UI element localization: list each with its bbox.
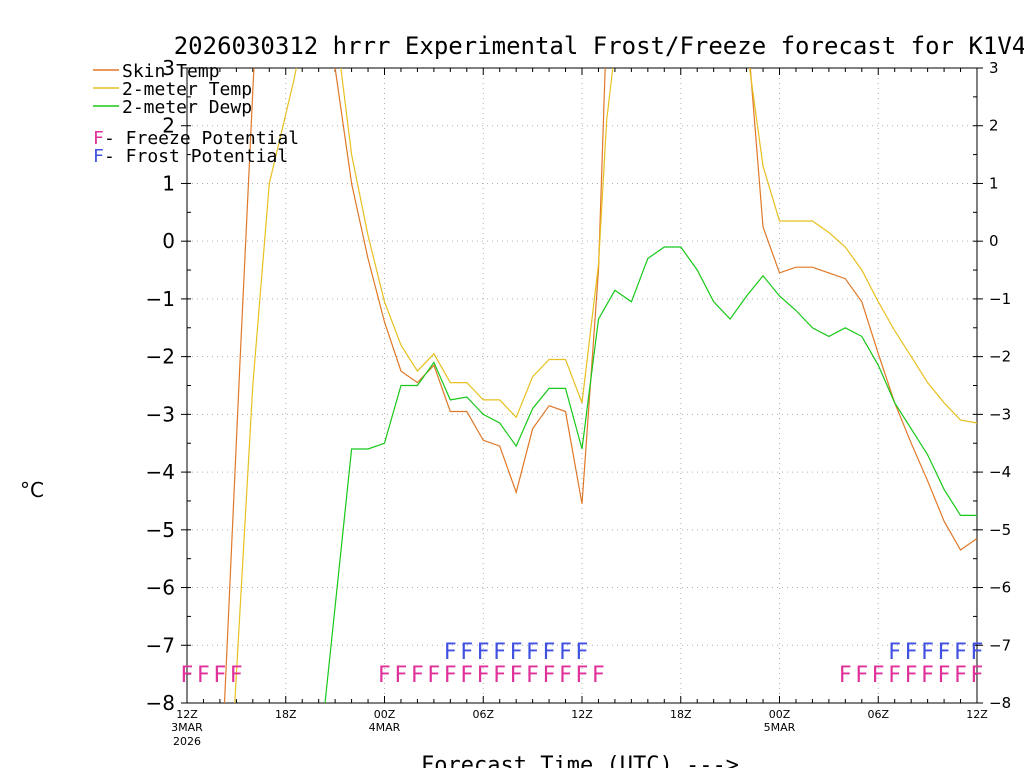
frost-marker: F — [493, 640, 506, 665]
x-tick-date: 5MAR — [764, 721, 796, 734]
x-tick-label: 00Z — [769, 708, 791, 721]
freeze-marker: F — [954, 663, 967, 688]
frost-marker: F — [921, 640, 934, 665]
y-tick-label-right: −1 — [989, 290, 1011, 308]
y-tick-label-right: −8 — [989, 694, 1011, 712]
freeze-marker: F — [493, 663, 506, 688]
freeze-marker: F — [592, 663, 605, 688]
freeze-marker: F — [526, 663, 539, 688]
y-tick-label-right: −5 — [989, 521, 1011, 539]
y-tick-label-left: −1 — [146, 287, 175, 311]
y-tick-label-left: −5 — [146, 518, 175, 542]
x-tick-label: 12Z — [571, 708, 593, 721]
freeze-marker: F — [411, 663, 424, 688]
y-tick-label-left: 1 — [162, 171, 175, 195]
freeze-marker: F — [921, 663, 934, 688]
freeze-marker: F — [460, 663, 473, 688]
freeze-marker: F — [444, 663, 457, 688]
frost-marker: F — [526, 640, 539, 665]
x-tick-label: 18Z — [275, 708, 297, 721]
legend-marker-label: - Freeze Potential — [104, 128, 299, 149]
y-tick-label-right: 3 — [989, 59, 999, 77]
freeze-marker: F — [197, 663, 210, 688]
x-tick-date: 3MAR — [171, 721, 203, 734]
freeze-marker: F — [181, 663, 194, 688]
legend-marker-symbol: F — [93, 146, 104, 167]
x-tick-year: 2026 — [173, 735, 201, 748]
frost-marker: F — [971, 640, 984, 665]
freeze-marker: F — [855, 663, 868, 688]
frost-marker: F — [477, 640, 490, 665]
freeze-marker: F — [477, 663, 490, 688]
frost-marker: F — [559, 640, 572, 665]
grid-lines — [187, 68, 977, 703]
legend-label: 2-meter Dewp — [122, 97, 252, 118]
frost-marker: F — [888, 640, 901, 665]
x-tick-date: 4MAR — [369, 721, 401, 734]
axes: −8 −8 −7 −7 −6 −6 −5 −5 −4 −4 −3 −3 −2 −2 −1 −1 0 0 1 1 2 2 3 3… — [146, 56, 1012, 748]
legend-marker-label: - Frost Potential — [104, 146, 288, 167]
freeze-marker: F — [872, 663, 885, 688]
x-tick-label: 00Z — [374, 708, 396, 721]
series-skin-temp — [223, 68, 977, 703]
series-2-meter-dewp — [324, 246, 977, 703]
freeze-marker: F — [839, 663, 852, 688]
y-tick-label-right: −2 — [989, 348, 1011, 366]
y-tick-label-left: 0 — [162, 229, 175, 253]
x-tick-label: 06Z — [867, 708, 889, 721]
plot-frame — [186, 67, 978, 704]
freeze-marker: F — [510, 663, 523, 688]
y-tick-label-right: −4 — [989, 463, 1011, 481]
frost-marker: F — [905, 640, 918, 665]
frost-marker: F — [938, 640, 951, 665]
freeze-marker: F — [543, 663, 556, 688]
y-tick-label-left: 3 — [162, 56, 175, 80]
x-tick-label: 06Z — [472, 708, 494, 721]
frost-marker: F — [460, 640, 473, 665]
y-tick-label-right: 2 — [989, 117, 999, 135]
freeze-marker: F — [230, 663, 243, 688]
y-axis-label: °C — [20, 478, 44, 502]
y-tick-label-left: −4 — [146, 460, 175, 484]
chart-title: 2026030312 hrrr Experimental Frost/Freez… — [174, 32, 1024, 60]
y-tick-label-left: −3 — [146, 402, 175, 426]
y-tick-label-left: −8 — [146, 691, 175, 715]
freeze-marker: F — [559, 663, 572, 688]
series-lines — [223, 68, 977, 703]
y-tick-label-left: −6 — [146, 576, 175, 600]
x-tick-label: 18Z — [670, 708, 692, 721]
legend-label: 2-meter Temp — [122, 79, 252, 100]
legend-marker-symbol: F — [93, 128, 104, 149]
legend-label: Skin Temp — [122, 61, 220, 82]
freeze-marker: F — [395, 663, 408, 688]
x-tick-label: 12Z — [176, 708, 198, 721]
y-tick-label-right: −6 — [989, 579, 1011, 597]
frost-marker: F — [510, 640, 523, 665]
freeze-marker: F — [971, 663, 984, 688]
series-2-meter-temp — [234, 68, 977, 703]
y-tick-label-right: −3 — [989, 405, 1011, 423]
freeze-marker: F — [214, 663, 227, 688]
y-tick-label-right: −7 — [989, 636, 1011, 654]
x-tick-label: 12Z — [966, 708, 988, 721]
y-tick-label-left: 2 — [162, 114, 175, 138]
frost-marker: F — [954, 640, 967, 665]
freeze-marker: F — [378, 663, 391, 688]
x-axis-label: Forecast Time (UTC) ---> — [421, 753, 739, 768]
frost-marker: F — [543, 640, 556, 665]
y-tick-label-right: 1 — [989, 174, 999, 192]
freeze-marker: F — [938, 663, 951, 688]
y-tick-label-left: −7 — [146, 633, 175, 657]
freeze-marker: F — [888, 663, 901, 688]
potential-markers: F F F F F F F F F F F F F F F F F F F F F F F F F F FF F F F F F F F F F F F F… — [181, 640, 984, 688]
frost-marker: F — [444, 640, 457, 665]
y-tick-label-left: −2 — [146, 345, 175, 369]
freeze-marker: F — [576, 663, 589, 688]
freeze-marker: F — [428, 663, 441, 688]
freeze-marker: F — [905, 663, 918, 688]
frost-marker: F — [576, 640, 589, 665]
y-tick-label-right: 0 — [989, 232, 999, 250]
